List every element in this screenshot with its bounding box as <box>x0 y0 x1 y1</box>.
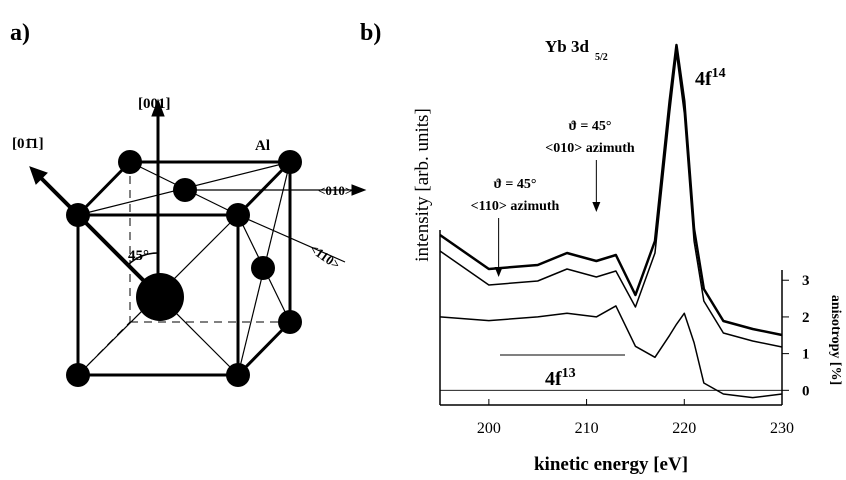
annotation: <010> azimuth <box>545 141 635 156</box>
direction-label: <010> <box>318 183 352 198</box>
arrow-head <box>351 184 367 196</box>
angle-arc <box>127 252 159 266</box>
y2-tick-label: 0 <box>802 383 810 399</box>
atoms <box>66 150 302 387</box>
x-tick-label: 210 <box>575 420 599 437</box>
panel-label: b) <box>360 20 381 46</box>
title-sub: 5/2 <box>595 52 608 63</box>
annotation-part: 4f <box>695 68 712 90</box>
direction-label: <110> <box>307 241 343 273</box>
edge <box>236 320 292 377</box>
annotation: <110> azimuth <box>471 199 560 214</box>
arrow-011 <box>38 175 160 297</box>
annotation-part: 4f <box>545 368 562 390</box>
direction-label: [01̄1] <box>12 136 44 152</box>
arrow-head <box>592 202 601 212</box>
arrow-head <box>151 98 165 117</box>
atom-label: Al <box>255 138 270 154</box>
edge <box>236 160 292 217</box>
angle-label: 45° <box>128 248 149 264</box>
edge <box>76 160 132 217</box>
x-tick-label: 230 <box>770 420 794 437</box>
series-line <box>439 305 783 399</box>
x-tick-label: 200 <box>477 420 501 437</box>
annotation-part: 13 <box>562 366 576 381</box>
y2-tick-label: 2 <box>802 310 810 326</box>
y2-tick-label: 3 <box>802 273 810 289</box>
panel-label: a) <box>10 20 30 46</box>
y2-tick-label: 1 <box>802 347 810 363</box>
x-tick-label: 220 <box>672 420 696 437</box>
y2-axis-label: anisotropy [%] <box>828 295 843 385</box>
arrow-head <box>494 267 503 277</box>
direction-label: [001] <box>138 96 171 112</box>
chart-title: Yb 3d 5/2 <box>545 37 608 63</box>
series-line <box>439 43 783 337</box>
title-text: Yb 3d <box>545 37 589 56</box>
arrow-head <box>29 166 48 185</box>
chart: 200 210 220 230 0 1 2 3 kinetic energy [eV] inten… <box>412 37 843 475</box>
annotation: ϑ = 45° <box>569 119 612 134</box>
annotation: ϑ = 45° <box>494 177 537 192</box>
annotation-part: 14 <box>712 66 726 81</box>
x-axis-label: kinetic energy [eV] <box>534 454 688 475</box>
panel-a <box>29 98 367 387</box>
annotation: 4f14 <box>695 66 726 90</box>
series-line <box>439 52 783 348</box>
y-axis-label: intensity [arb. units] <box>412 108 433 262</box>
annotation: 4f13 <box>545 366 576 390</box>
